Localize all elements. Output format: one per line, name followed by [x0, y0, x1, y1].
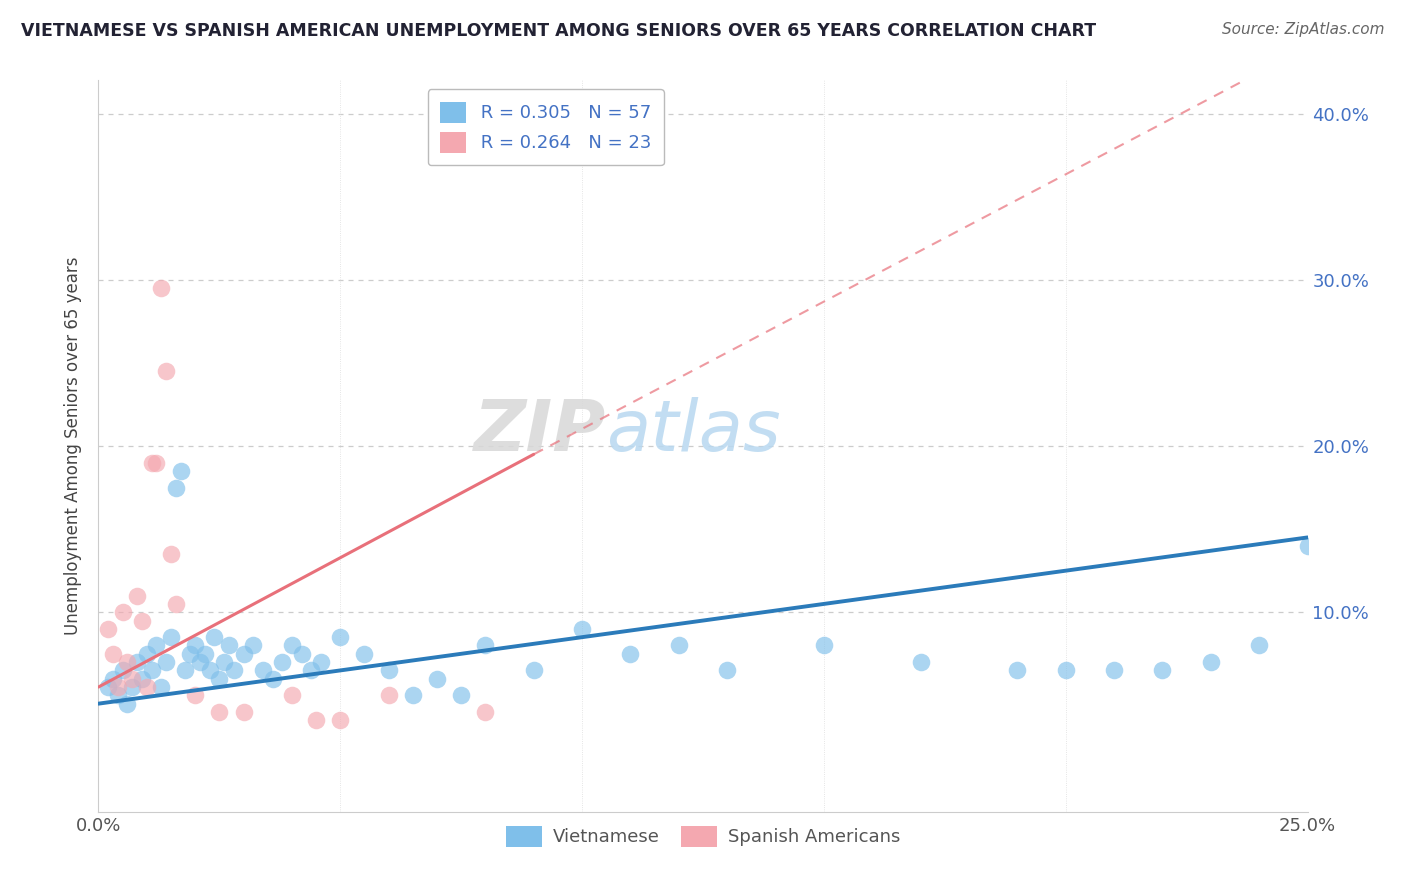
Point	[135, 680, 157, 694]
Point	[450, 689, 472, 703]
Point	[668, 639, 690, 653]
Point	[1249, 639, 1271, 653]
Point	[571, 622, 593, 636]
Point	[1152, 664, 1174, 678]
Point	[97, 680, 120, 694]
Point	[97, 622, 120, 636]
Legend: Vietnamese, Spanish Americans: Vietnamese, Spanish Americans	[498, 819, 908, 854]
Point	[474, 639, 496, 653]
Point	[174, 664, 197, 678]
Point	[165, 481, 187, 495]
Text: Source: ZipAtlas.com: Source: ZipAtlas.com	[1222, 22, 1385, 37]
Point	[523, 664, 546, 678]
Point	[813, 639, 835, 653]
Point	[474, 705, 496, 719]
Point	[194, 647, 217, 661]
Point	[198, 664, 221, 678]
Point	[111, 605, 134, 619]
Point	[131, 672, 153, 686]
Point	[377, 664, 399, 678]
Point	[1199, 655, 1222, 669]
Point	[160, 630, 183, 644]
Point	[127, 589, 149, 603]
Point	[184, 689, 207, 703]
Point	[329, 630, 352, 644]
Point	[117, 655, 139, 669]
Text: atlas: atlas	[606, 397, 780, 466]
Point	[262, 672, 284, 686]
Point	[281, 689, 304, 703]
Point	[290, 647, 312, 661]
Point	[910, 655, 932, 669]
Point	[208, 705, 231, 719]
Point	[135, 647, 157, 661]
Point	[121, 672, 143, 686]
Point	[1054, 664, 1077, 678]
Point	[155, 655, 177, 669]
Point	[329, 714, 352, 728]
Point	[204, 630, 226, 644]
Point	[188, 655, 211, 669]
Point	[107, 680, 129, 694]
Point	[281, 639, 304, 653]
Point	[619, 647, 641, 661]
Point	[402, 689, 425, 703]
Point	[179, 647, 201, 661]
Point	[117, 697, 139, 711]
Text: ZIP: ZIP	[474, 397, 606, 466]
Point	[141, 664, 163, 678]
Point	[1102, 664, 1125, 678]
Point	[305, 714, 328, 728]
Point	[716, 664, 738, 678]
Point	[150, 680, 173, 694]
Point	[111, 664, 134, 678]
Point	[107, 689, 129, 703]
Point	[1296, 539, 1319, 553]
Point	[160, 547, 183, 561]
Point	[309, 655, 332, 669]
Point	[222, 664, 245, 678]
Point	[127, 655, 149, 669]
Point	[232, 705, 254, 719]
Point	[1007, 664, 1029, 678]
Point	[426, 672, 449, 686]
Point	[208, 672, 231, 686]
Point	[242, 639, 264, 653]
Point	[145, 456, 167, 470]
Point	[252, 664, 274, 678]
Point	[271, 655, 294, 669]
Point	[184, 639, 207, 653]
Point	[377, 689, 399, 703]
Point	[169, 464, 191, 478]
Point	[150, 281, 173, 295]
Point	[155, 364, 177, 378]
Point	[232, 647, 254, 661]
Point	[299, 664, 322, 678]
Point	[131, 614, 153, 628]
Point	[165, 597, 187, 611]
Point	[101, 647, 124, 661]
Point	[218, 639, 240, 653]
Text: VIETNAMESE VS SPANISH AMERICAN UNEMPLOYMENT AMONG SENIORS OVER 65 YEARS CORRELAT: VIETNAMESE VS SPANISH AMERICAN UNEMPLOYM…	[21, 22, 1097, 40]
Point	[101, 672, 124, 686]
Point	[145, 639, 167, 653]
Point	[353, 647, 375, 661]
Point	[141, 456, 163, 470]
Y-axis label: Unemployment Among Seniors over 65 years: Unemployment Among Seniors over 65 years	[65, 257, 83, 635]
Point	[121, 680, 143, 694]
Point	[212, 655, 235, 669]
